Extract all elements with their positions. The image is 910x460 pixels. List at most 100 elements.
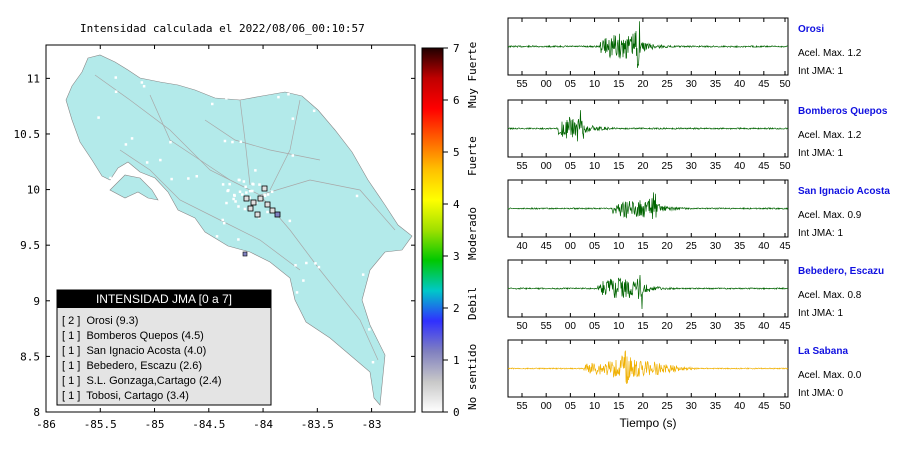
waveform-tick-label: 20 — [662, 321, 674, 332]
station-dot — [251, 189, 254, 193]
station-dot — [124, 143, 128, 146]
station-dot — [347, 360, 351, 364]
legend-box — [56, 289, 272, 406]
station-dot — [266, 193, 270, 196]
station-dot — [291, 117, 295, 120]
waveform-tick-label: 45 — [779, 241, 791, 252]
station-dot — [170, 177, 173, 181]
waveform-tick-label: 40 — [734, 161, 746, 172]
waveform-tick-label: 35 — [710, 161, 722, 172]
colorbar-label-debil: Debil — [466, 287, 479, 320]
waveform-tick-label: 50 — [779, 161, 791, 172]
map-y-tick-label: 11 — [27, 72, 40, 85]
station-dot — [245, 191, 248, 194]
nicoya-peninsula — [109, 174, 159, 201]
station-dot — [173, 216, 177, 219]
waveform-panel: 40 45 00 05 10 15 20 25 30 35 40 45 San Ignacio Acos… — [507, 179, 890, 252]
station-dot — [248, 196, 251, 199]
station-dot — [280, 318, 284, 322]
station-jma: Int JMA: 0 — [798, 388, 843, 399]
station-dot — [233, 193, 236, 197]
colorbar-label-moderado: Moderado — [466, 207, 479, 260]
station-dot — [291, 154, 295, 157]
station-marker — [243, 195, 250, 202]
map-y-tick-label: 9 — [33, 295, 40, 308]
station-dot — [238, 178, 241, 182]
waveform-tick-label: 50 — [779, 401, 791, 412]
map-x-tick-label: -83.5 — [301, 418, 334, 431]
waveform-tick-label: 35 — [710, 79, 722, 90]
map-x-tick-label: -84 — [253, 418, 273, 431]
station-dot — [256, 77, 259, 80]
waveform-tick-label: 30 — [686, 79, 698, 90]
waveform-trace — [507, 192, 789, 220]
waveform-tick-label: 05 — [589, 241, 601, 252]
waveform-tick-label: 10 — [589, 79, 601, 90]
colorbar-ticks: 0 1 2 3 4 5 6 7 — [443, 42, 460, 419]
station-dot — [361, 273, 365, 276]
station-accel: Acel. Max. 1.2 — [798, 130, 862, 141]
waveform-tick-label: 15 — [613, 161, 625, 172]
waveform-tick-label: 10 — [589, 401, 601, 412]
colorbar-tick-label: 5 — [453, 146, 460, 159]
waveform-tick-label: 30 — [710, 241, 722, 252]
colorbar-tick-label: 4 — [453, 198, 460, 211]
map-x-tick-label: -85.5 — [84, 418, 117, 431]
station-name: Bomberos Quepos — [798, 106, 888, 117]
station-marker — [247, 205, 254, 212]
station-dot — [312, 109, 316, 113]
station-dot — [326, 344, 329, 347]
waveform-tick-label: 35 — [734, 241, 746, 252]
station-dot — [237, 205, 240, 208]
legend-item: [ 1 ] Bebedero, Escazu (2.6) — [62, 360, 202, 372]
station-jma: Int JMA: 1 — [798, 308, 843, 319]
waveform-trace — [508, 350, 789, 384]
colorbar: 0 1 2 3 4 5 6 7 No sentido Debil Moderado Fuert… — [421, 42, 479, 419]
station-dot — [270, 190, 274, 194]
station-dot — [258, 216, 261, 219]
station-marker — [257, 195, 264, 202]
waveform-tick-label: 25 — [662, 401, 674, 412]
station-marker — [264, 201, 271, 208]
waveform-panel: 55 00 05 10 15 20 25 30 35 40 45 50 La Sabana Acel. M… — [507, 339, 862, 412]
station-accel: Acel. Max. 0.9 — [798, 210, 862, 221]
colorbar-tick-label: 0 — [453, 406, 460, 419]
waveform-tick-label: 00 — [565, 321, 577, 332]
station-dot — [187, 177, 190, 180]
map-x-tick-label: -83 — [362, 418, 382, 431]
legend-title: INTENSIDAD JMA [0 a 7] — [96, 292, 232, 306]
waveform-tick-label: 35 — [710, 401, 722, 412]
station-name: Bebedero, Escazu — [798, 266, 884, 277]
waveform-tick-label: 50 — [779, 79, 791, 90]
waveform-tick-label: 55 — [516, 401, 528, 412]
map-panel: -86 -85.5 -85 -84.5 -84 -83.5 -83 11 10.5 10 9.5 9… — [14, 44, 416, 431]
station-dot — [237, 238, 240, 241]
waveform-tick-label: 25 — [686, 241, 698, 252]
waveform-tick-label: 00 — [565, 241, 577, 252]
station-dot — [126, 203, 129, 206]
station-dot — [254, 169, 257, 172]
station-marker-quepos — [242, 251, 248, 257]
map-y-tick-label: 10 — [27, 184, 40, 197]
map-y-tick-label: 8 — [33, 406, 40, 419]
map-y-tick-label: 8.5 — [20, 350, 40, 363]
station-dot — [239, 140, 243, 144]
legend-header — [57, 290, 271, 308]
legend-item: [ 1 ] S.L. Gonzaga,Cartago (2.4) — [62, 375, 222, 387]
station-accel: Acel. Max. 0.0 — [798, 370, 862, 381]
waveform-tick-label: 10 — [613, 241, 625, 252]
station-marker — [269, 207, 276, 214]
station-dot — [226, 189, 229, 193]
colorbar-label-muy-fuerte: Muy Fuerte — [466, 42, 479, 108]
station-dot — [195, 175, 199, 178]
waveform-tick-label: 30 — [686, 161, 698, 172]
waveform-tick-label: 15 — [613, 79, 625, 90]
station-dot — [376, 167, 380, 170]
map-x-axis: -86 -85.5 -85 -84.5 -84 -83.5 -83 — [36, 45, 382, 431]
map-y-axis: 11 10.5 10 9.5 9 8.5 8 — [14, 72, 415, 419]
station-dot — [342, 113, 346, 117]
station-dot — [242, 180, 246, 183]
waveform-tick-label: 15 — [613, 401, 625, 412]
station-dot — [139, 70, 142, 73]
